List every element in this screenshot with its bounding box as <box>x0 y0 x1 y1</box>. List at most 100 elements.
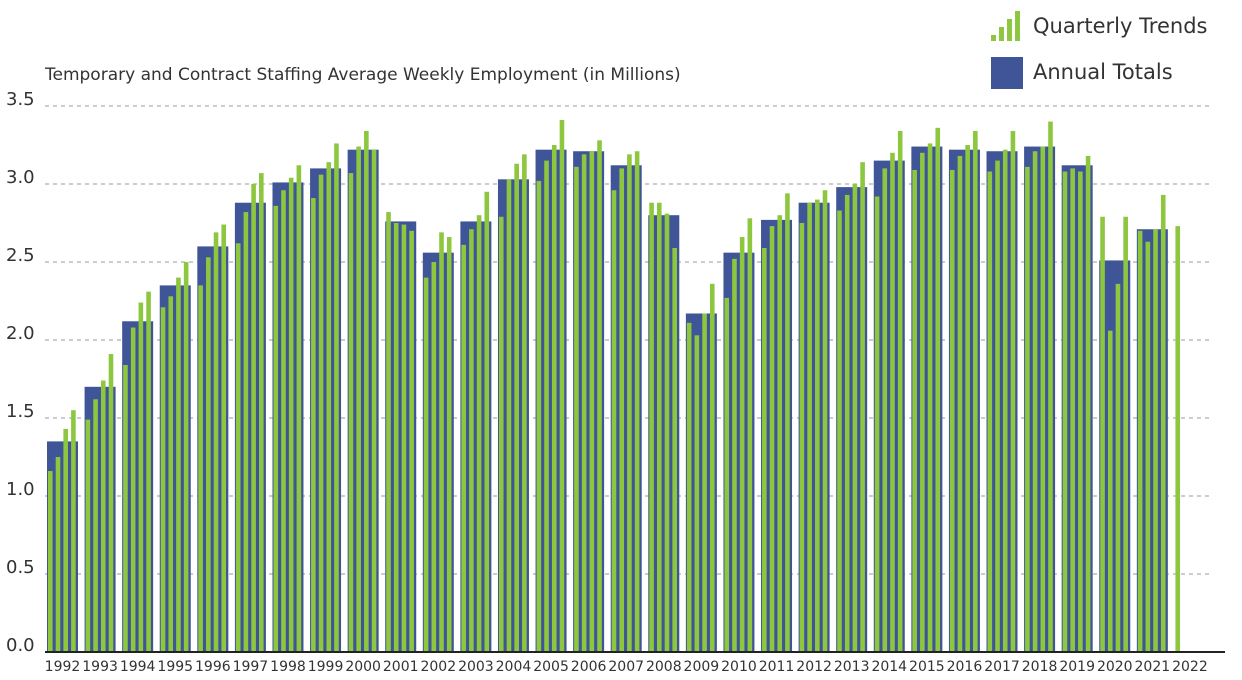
quarterly-bar <box>168 296 174 652</box>
quarterly-bar <box>769 226 775 652</box>
y-tick-label: 0.0 <box>6 635 35 656</box>
x-tick-label: 1996 <box>195 659 231 675</box>
x-tick-label: 2017 <box>984 659 1020 675</box>
quarterly-bar <box>574 166 579 652</box>
quarterly-bar <box>55 457 61 652</box>
quarterly-bar <box>93 399 98 652</box>
quarterly-bar <box>176 277 181 652</box>
quarterly-bar <box>656 202 662 652</box>
legend-swatch <box>991 57 1023 89</box>
quarterly-bar <box>1032 151 1038 653</box>
quarterly-bar <box>243 212 249 652</box>
quarterly-bar <box>799 223 805 652</box>
quarterly-bar <box>393 223 399 652</box>
x-tick-label: 2012 <box>796 659 832 675</box>
x-tick-label: 1998 <box>270 659 306 675</box>
x-tick-label: 2001 <box>383 659 419 675</box>
x-tick-label: 2020 <box>1097 659 1133 675</box>
quarterly-bar <box>822 190 828 653</box>
x-tick-label: 2018 <box>1022 659 1058 675</box>
quarterly-bar <box>844 194 850 653</box>
chart-title: Temporary and Contract Staffing Average … <box>44 65 681 85</box>
x-tick-label: 2003 <box>458 659 494 675</box>
quarterly-bar <box>522 154 527 653</box>
quarterly-bar <box>1048 121 1053 653</box>
quarterly-bar <box>514 163 519 652</box>
legend-swatch <box>1007 19 1012 41</box>
quarterly-bar <box>1160 194 1166 653</box>
quarterly-bar <box>206 257 211 652</box>
quarterly-bar <box>762 247 767 652</box>
quarterly-bar <box>882 168 888 652</box>
quarterly-bar <box>409 230 414 653</box>
quarterly-bar <box>890 152 895 653</box>
x-tick-label: 2005 <box>533 659 569 675</box>
quarterly-bar <box>401 224 407 652</box>
quarterly-bar <box>935 127 941 653</box>
quarterly-bar <box>559 120 565 653</box>
quarterly-bar <box>1002 149 1008 652</box>
quarterly-bar <box>995 160 1000 652</box>
legend-swatch <box>999 27 1004 41</box>
y-tick-label: 3.0 <box>6 167 35 188</box>
y-tick-label: 2.0 <box>6 323 35 344</box>
quarterly-bar <box>273 205 279 652</box>
quarterly-bar <box>259 173 264 652</box>
y-tick-label: 1.5 <box>6 401 35 422</box>
quarterly-bar <box>288 177 294 652</box>
quarterly-bar <box>1085 155 1091 653</box>
quarterly-bar <box>927 143 933 652</box>
quarterly-bar <box>364 130 369 652</box>
quarterly-bar <box>965 145 970 652</box>
quarterly-bar <box>371 149 377 652</box>
quarterly-bar <box>897 130 903 652</box>
quarterly-bar <box>589 151 595 653</box>
quarterly-bar <box>912 169 917 652</box>
quarterly-bar <box>739 237 745 653</box>
x-tick-label: 2016 <box>947 659 983 675</box>
x-tick-label: 1995 <box>157 659 193 675</box>
x-tick-label: 1994 <box>120 659 156 675</box>
quarterly-bar <box>348 173 354 652</box>
x-tick-label: 2000 <box>345 659 381 675</box>
quarterly-bar <box>702 313 707 652</box>
quarterly-bar <box>130 327 136 652</box>
quarterly-bar <box>476 215 482 652</box>
quarterly-bar <box>484 191 490 653</box>
legend-label: Annual Totals <box>1033 60 1173 84</box>
quarterly-bar <box>281 190 286 653</box>
quarterly-bar <box>581 154 587 653</box>
quarterly-bar <box>777 215 783 652</box>
quarterly-bar <box>356 146 361 652</box>
quarterly-bar <box>506 179 512 652</box>
quarterly-bar <box>160 307 166 652</box>
quarterly-bar <box>318 174 324 652</box>
quarterly-bar <box>1070 168 1075 652</box>
x-tick-label: 2019 <box>1059 659 1095 675</box>
quarterly-bar <box>949 169 955 652</box>
quarterly-bar <box>664 213 670 652</box>
quarterly-bar <box>536 180 542 652</box>
quarterly-bar <box>85 419 91 652</box>
quarterly-bar <box>551 145 557 652</box>
y-tick-label: 1.0 <box>6 479 35 500</box>
quarterly-bar <box>386 212 391 652</box>
quarterly-bar <box>627 154 632 653</box>
quarterly-bar <box>71 410 76 652</box>
x-tick-label: 2022 <box>1172 659 1208 675</box>
quarterly-bar <box>48 471 53 652</box>
x-tick-label: 2021 <box>1135 659 1171 675</box>
quarterly-bar <box>235 243 241 652</box>
x-tick-label: 2009 <box>684 659 720 675</box>
quarterly-bar <box>1078 171 1083 652</box>
quarterly-bar <box>694 335 700 652</box>
legend-label: Quarterly Trends <box>1033 14 1207 38</box>
quarterly-bar <box>326 162 332 652</box>
quarterly-bar <box>138 302 144 652</box>
quarterly-bar <box>709 283 715 652</box>
x-tick-label: 2002 <box>420 659 456 675</box>
quarterly-bar <box>296 165 302 652</box>
quarterly-bar <box>251 184 256 652</box>
quarterly-bar <box>815 199 820 652</box>
